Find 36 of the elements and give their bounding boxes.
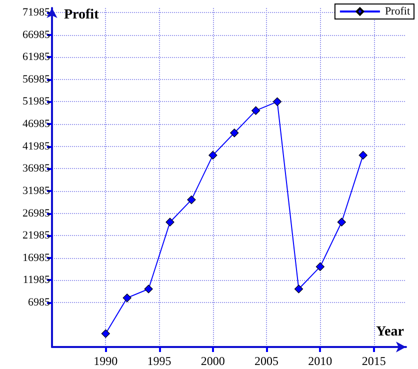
y-tick-label: 41985 — [22, 140, 50, 152]
x-tick-label: 2010 — [308, 354, 332, 368]
point — [252, 106, 260, 115]
x-tick-label: 2000 — [200, 354, 225, 368]
point — [294, 284, 304, 294]
y-tick-label: 61985 — [22, 51, 50, 64]
x-tick-label: 2015 — [362, 354, 386, 368]
y-tick-label: 6985 — [28, 296, 50, 308]
y-tick-label: 16985 — [22, 252, 50, 264]
y-tick-label: 51985 — [22, 96, 50, 108]
point — [358, 150, 368, 160]
point — [208, 150, 218, 160]
point — [187, 196, 196, 204]
y-tick-label: 21985 — [22, 230, 50, 242]
y-tick-label: 26985 — [22, 207, 50, 220]
y-tick-label: 71985 — [22, 6, 50, 19]
x-axis-title: Year — [376, 324, 404, 340]
point — [230, 128, 239, 138]
x-tick-label: 1995 — [147, 354, 172, 368]
point — [144, 284, 153, 294]
y-tick-label: 36985 — [22, 162, 50, 175]
x-tick-label: 2005 — [254, 354, 279, 368]
point — [166, 218, 174, 226]
point — [337, 218, 346, 226]
y-tick-label: 56985 — [22, 73, 50, 86]
x-tick-label: 1990 — [94, 354, 118, 368]
y-tick-label: 46985 — [22, 118, 50, 130]
y-axis-title: Profit — [64, 8, 100, 22]
point — [272, 97, 282, 106]
point — [316, 262, 324, 272]
point — [101, 329, 110, 338]
legend-label: Profit — [384, 6, 410, 18]
y-tick-label: 31985 — [22, 184, 50, 197]
y-tick-label: 66985 — [22, 28, 50, 41]
y-tick-label: 11985 — [22, 274, 50, 286]
point — [122, 294, 132, 302]
